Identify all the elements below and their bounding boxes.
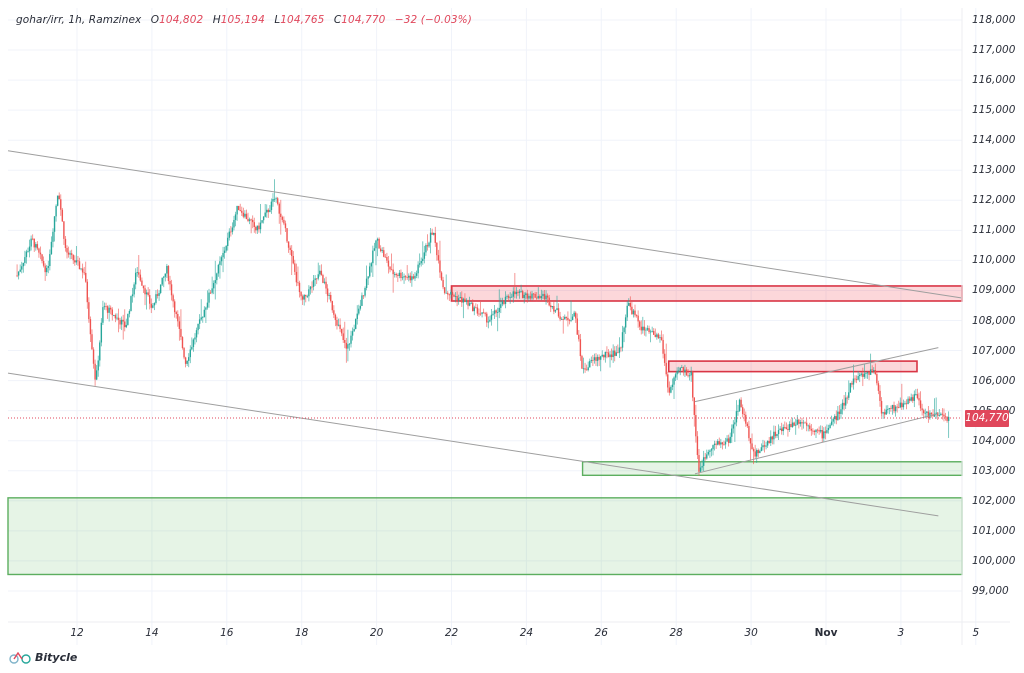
price-tick-label: 115,000 xyxy=(972,104,1016,117)
price-tick-label: 106,000 xyxy=(972,374,1016,387)
time-tick-label: 26 xyxy=(594,627,608,639)
brand-name: Bitycle xyxy=(35,651,78,664)
descending-channel-lower-line[interactable] xyxy=(7,372,939,517)
price-tick-label: 102,000 xyxy=(972,494,1016,507)
price-tick-label: 117,000 xyxy=(972,44,1016,57)
time-tick-label: 14 xyxy=(145,627,159,639)
price-tick-label: 109,000 xyxy=(972,284,1016,297)
price-tick-label: 111,000 xyxy=(972,224,1016,237)
close-value: 104,770 xyxy=(341,14,386,26)
time-tick-label: 30 xyxy=(744,627,758,639)
time-tick-label: 12 xyxy=(70,627,84,639)
brand-logo: Bitycle xyxy=(9,651,77,664)
symbol-label[interactable]: gohar/irr, 1h, Ramzinex xyxy=(16,14,142,26)
rising-channel-upper-line[interactable] xyxy=(694,347,939,403)
change-value: −32 (−0.03%) xyxy=(394,14,472,26)
time-tick-label: 22 xyxy=(444,627,459,639)
price-tick-label: 108,000 xyxy=(972,314,1016,327)
price-tick-label: 113,000 xyxy=(972,164,1016,177)
price-tick-label: 112,000 xyxy=(972,194,1016,207)
price-tick-label: 104,000 xyxy=(972,434,1016,447)
ohlc-legend: gohar/irr, 1h, Ramzinex O104,802 H105,19… xyxy=(16,14,472,26)
price-tick-label: 107,000 xyxy=(972,344,1016,357)
support-zone[interactable] xyxy=(7,497,963,576)
time-tick-label: Nov xyxy=(814,627,838,639)
candlestick-series xyxy=(16,179,950,476)
open-label: O xyxy=(150,14,160,26)
price-tick-label: 101,000 xyxy=(972,524,1016,537)
price-tick-label: 110,000 xyxy=(972,254,1016,267)
open-value: 104,802 xyxy=(159,14,204,26)
low-label: L xyxy=(274,14,281,26)
last-price-tag: 104,770 xyxy=(965,410,1009,427)
time-tick-label: 5 xyxy=(972,627,980,639)
close-label: C xyxy=(333,14,342,26)
rising-channel-lower-line[interactable] xyxy=(694,413,939,475)
chart-grid xyxy=(8,8,977,645)
price-tick-label: 114,000 xyxy=(972,134,1016,147)
time-tick-label: 28 xyxy=(669,627,683,639)
descending-channel-upper-line[interactable] xyxy=(7,150,963,299)
time-tick-label: 18 xyxy=(295,627,309,639)
time-tick-label: 20 xyxy=(369,627,384,639)
low-value: 104,765 xyxy=(280,14,325,26)
price-tick-label: 100,000 xyxy=(972,554,1016,567)
resistance-zone[interactable] xyxy=(667,360,918,373)
bicycle-icon xyxy=(9,651,31,664)
time-tick-label: 3 xyxy=(897,627,905,639)
price-tick-label: 116,000 xyxy=(972,74,1016,87)
high-label: H xyxy=(212,14,221,26)
price-tick-label: 118,000 xyxy=(972,14,1016,26)
resistance-zone[interactable] xyxy=(450,285,963,302)
time-tick-label: 24 xyxy=(519,627,534,639)
high-value: 105,194 xyxy=(220,14,265,26)
support-resistance-zones xyxy=(7,285,963,576)
price-tick-label: 99,000 xyxy=(972,584,1009,597)
support-zone[interactable] xyxy=(581,461,963,477)
trendlines xyxy=(7,150,963,517)
price-tick-label: 103,000 xyxy=(972,464,1016,477)
time-tick-label: 16 xyxy=(220,627,234,639)
